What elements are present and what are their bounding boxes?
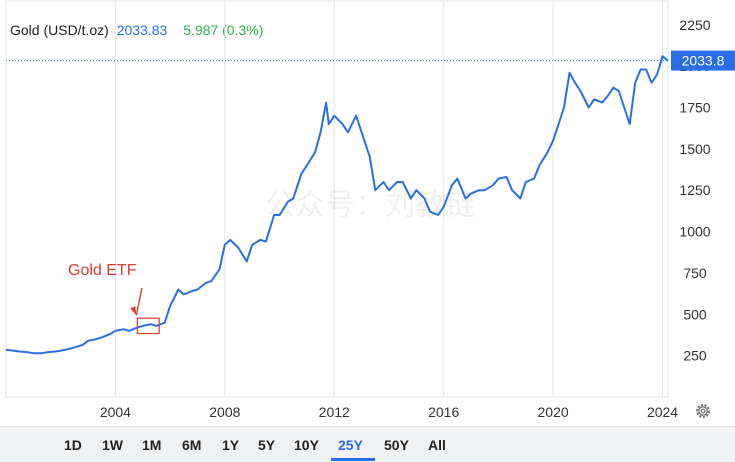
- range-button-50y[interactable]: 50Y: [384, 437, 409, 453]
- gold-etf-arrowhead: [130, 306, 137, 316]
- gold-etf-highlight-box: [136, 317, 160, 335]
- y-tick-label: 750: [683, 265, 707, 281]
- price-change: 5.987 (0.3%): [183, 22, 264, 38]
- range-button-1d[interactable]: 1D: [64, 437, 82, 453]
- range-button-10y[interactable]: 10Y: [294, 437, 319, 453]
- x-tick-label: 2012: [319, 404, 350, 420]
- instrument-title: Gold (USD/t.oz): [10, 22, 109, 38]
- y-tick-label: 2250: [679, 17, 710, 33]
- gold-etf-label: Gold ETF: [68, 262, 137, 279]
- gold-price-series-line: [5, 55, 669, 355]
- plot-area-border: [5, 0, 669, 398]
- x-tick-label: 2020: [538, 404, 569, 420]
- chart-header: Gold (USD/t.oz) 2033.83 5.987 (0.3%): [10, 22, 263, 38]
- y-tick-label: 500: [683, 306, 707, 322]
- range-button-5y[interactable]: 5Y: [258, 437, 276, 453]
- x-tick-label: 2004: [100, 404, 131, 420]
- y-tick-label: 250: [683, 348, 707, 364]
- active-range-underline: [331, 458, 375, 461]
- gold-price-chart[interactable]: 公众号：刘教链 Gold ETF 2004 2008 2012 2016 2020 202…: [0, 0, 735, 426]
- range-button-1w[interactable]: 1W: [102, 437, 123, 453]
- gear-icon: [696, 404, 710, 418]
- current-price: 2033.83: [116, 22, 168, 38]
- x-tick-label: 2016: [428, 404, 459, 420]
- current-price-tag: [671, 50, 735, 71]
- y-tick-label: 1500: [679, 141, 710, 157]
- y-tick-label: 1000: [679, 224, 710, 240]
- range-button-25y[interactable]: 25Y: [338, 437, 363, 453]
- watermark: 公众号：刘教链: [265, 188, 475, 223]
- range-button-1m[interactable]: 1M: [142, 437, 162, 453]
- x-tick-label: 2008: [209, 404, 240, 420]
- settings-button[interactable]: [694, 402, 712, 420]
- range-button-1y[interactable]: 1Y: [222, 437, 240, 453]
- time-range-selector: 1D 1W 1M 6M 1Y 5Y 10Y 25Y 50Y All: [0, 426, 735, 462]
- gold-etf-arrow: [135, 287, 143, 316]
- current-price-tag-label: 2033.8: [682, 53, 725, 69]
- y-tick-label: 1750: [679, 100, 710, 116]
- x-tick-label: 2024: [647, 404, 678, 420]
- y-tick-label: 1250: [679, 182, 710, 198]
- range-button-all[interactable]: All: [428, 437, 446, 453]
- range-button-6m[interactable]: 6M: [182, 437, 202, 453]
